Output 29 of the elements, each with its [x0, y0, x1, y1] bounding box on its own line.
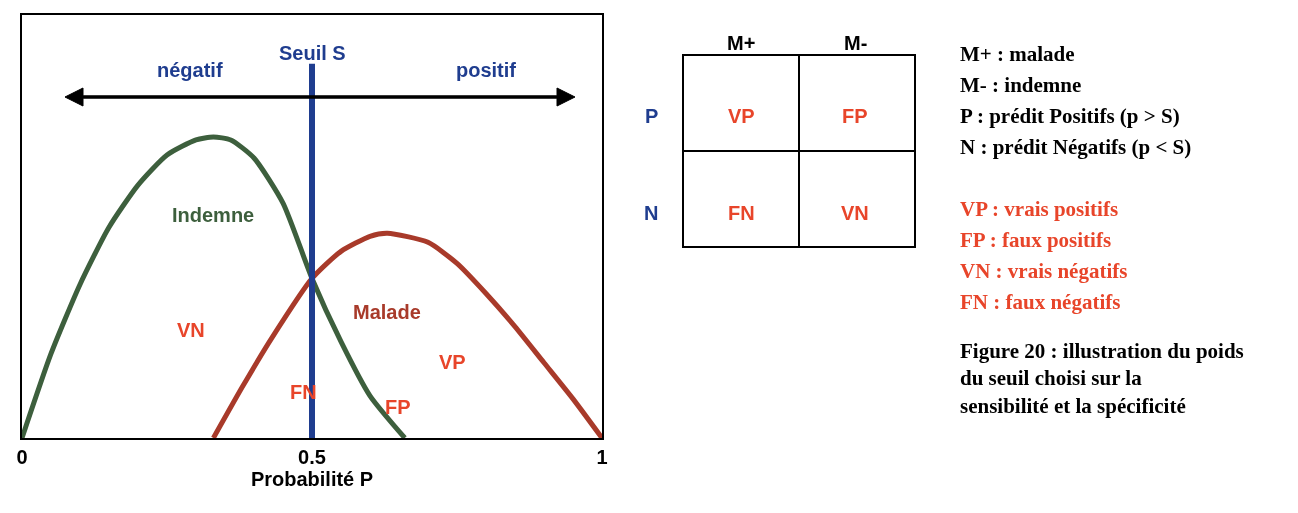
series-label: Indemne — [172, 204, 255, 226]
text: N — [644, 202, 659, 224]
text: P — [645, 105, 659, 127]
text: P : prédit Positifs (p > S) — [960, 104, 1180, 128]
text: négatif — [157, 59, 223, 81]
x-tick-label: 0.5 — [298, 446, 326, 468]
annotation: VN — [177, 319, 205, 341]
text: FN : faux négatifs — [960, 290, 1121, 314]
text: FP : faux positifs — [960, 228, 1112, 252]
caption: Figure 20 : illustration du poids du seuil choisi sur la sensibilité et la spécificité — [960, 339, 1244, 418]
text: VP — [728, 105, 755, 127]
text: N : prédit Négatifs (p < S) — [960, 135, 1192, 159]
text: positif — [456, 59, 517, 81]
annotation: VP — [439, 351, 466, 373]
text: FP — [842, 105, 868, 127]
x-axis-title: Probabilité P — [250, 468, 374, 490]
text: FN — [728, 202, 755, 224]
text: M+ — [727, 32, 756, 54]
text: M+ : malade — [960, 42, 1075, 66]
text: VP : vrais positifs — [960, 197, 1119, 221]
text: VN : vrais négatifs — [960, 259, 1128, 283]
annotation: FP — [385, 396, 411, 418]
text: M- — [844, 32, 868, 54]
x-tick-label: 0 — [16, 446, 28, 468]
x-tick-label: 1 — [596, 446, 608, 468]
text: M- : indemne — [960, 73, 1082, 97]
text: Malade — [353, 301, 421, 323]
ref-line-label: Seuil S — [279, 42, 346, 64]
text: VN — [841, 202, 869, 224]
